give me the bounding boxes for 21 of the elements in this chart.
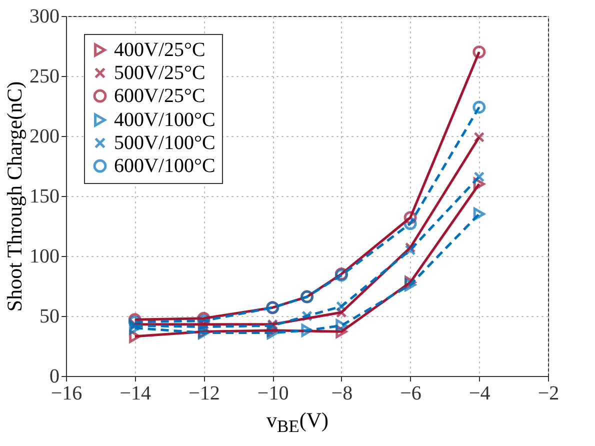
- legend-label: 400V/25°C: [114, 39, 206, 61]
- x-tick-label: −8: [331, 382, 353, 404]
- x-tick-label: −12: [188, 382, 220, 404]
- x-tick-label: −14: [120, 382, 151, 404]
- y-tick-label: 200: [30, 126, 60, 148]
- legend-label: 500V/25°C: [114, 62, 206, 84]
- y-axis-title: Shoot Through Charge(nC): [2, 81, 26, 312]
- x-tick-label: −2: [538, 382, 560, 404]
- y-tick-label: 150: [30, 186, 60, 208]
- x-axis-title: v$_{BE}$(V): [265, 408, 330, 438]
- legend-label: 400V/100°C: [114, 109, 216, 131]
- x-tick-label: −4: [469, 382, 490, 404]
- y-tick-label: 300: [30, 6, 60, 28]
- legend-label: 500V/100°C: [114, 132, 216, 154]
- x-tick-label: −10: [257, 382, 289, 404]
- y-tick-label: 50: [40, 306, 60, 328]
- y-tick-label: 100: [30, 246, 60, 268]
- y-tick-label: 250: [30, 66, 60, 88]
- legend-label: 600V/25°C: [114, 85, 206, 107]
- x-tick-label: −6: [400, 382, 422, 404]
- legend-label: 600V/100°C: [114, 155, 216, 177]
